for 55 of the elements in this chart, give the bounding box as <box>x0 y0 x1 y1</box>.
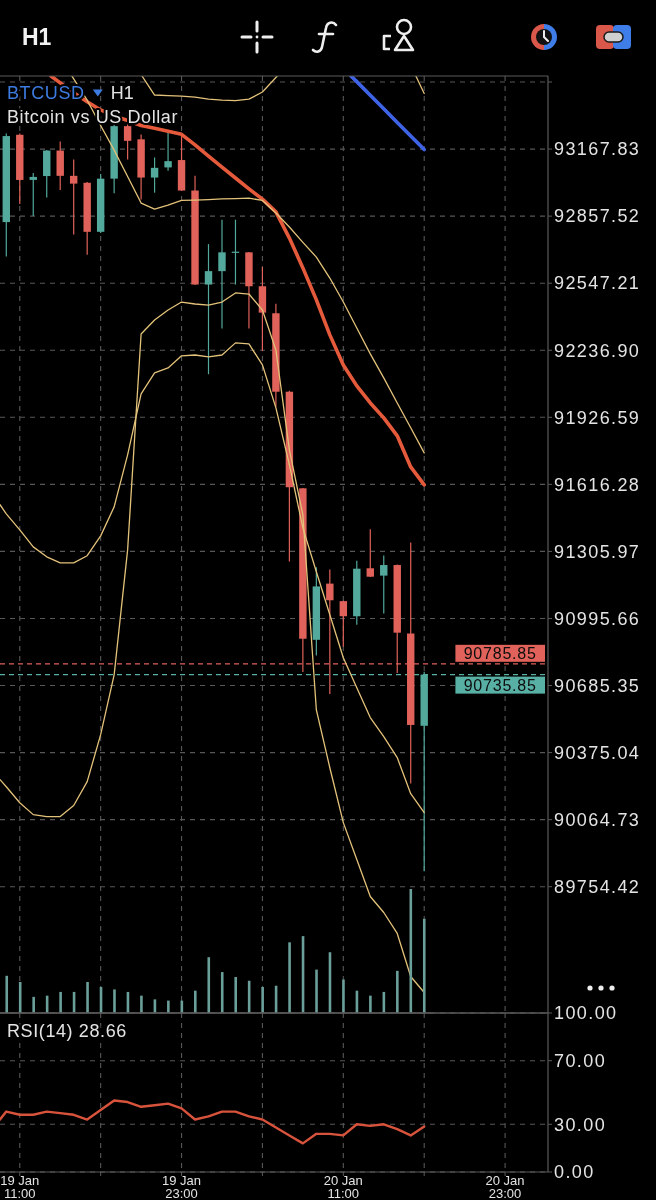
bar <box>369 995 372 1013</box>
bar <box>59 991 62 1013</box>
y-tick-label: 92857.52 <box>554 206 641 227</box>
y-tick-label: 70.00 <box>554 1051 607 1071</box>
candlestick <box>218 219 226 329</box>
bar <box>396 970 399 1013</box>
y-tick-label: 93167.83 <box>554 139 641 160</box>
bar <box>422 918 426 1013</box>
bar <box>5 975 9 1013</box>
candlestick <box>150 156 159 194</box>
candlestick <box>69 158 78 236</box>
bar <box>220 972 224 1013</box>
ref-line-label: 90785.85 <box>463 644 537 662</box>
chart-title: RSI(14) 28.66 <box>7 1021 127 1041</box>
candlestick <box>123 123 132 161</box>
bar <box>261 986 264 1013</box>
text: H1 <box>22 24 52 50</box>
bar <box>18 982 22 1013</box>
bar <box>194 990 197 1013</box>
x-tick-label: 20 Jan 23:00 <box>485 1173 525 1200</box>
bar <box>32 996 35 1013</box>
bar <box>342 979 345 1013</box>
y-tick-label: 90685.35 <box>554 675 641 696</box>
y-tick-label: 90995.66 <box>554 608 641 629</box>
candlestick <box>204 243 213 375</box>
bar <box>207 957 211 1013</box>
bar <box>234 977 237 1013</box>
y-tick-label: 90375.04 <box>554 742 641 763</box>
y-tick-label: 90064.73 <box>554 809 641 830</box>
candlestick <box>380 554 388 615</box>
bar <box>86 982 89 1013</box>
y-tick-label: 92236.90 <box>554 340 641 361</box>
x-tick-label: 20 Jan 11:00 <box>323 1173 363 1200</box>
x-tick-label: 19 Jan 23:00 <box>162 1173 202 1200</box>
y-tick-label: 0.00 <box>554 1162 595 1183</box>
ref-line-label: 90735.85 <box>463 676 537 694</box>
y-tick-label: 89754.42 <box>554 877 641 898</box>
y-tick-label: 91926.59 <box>554 407 641 428</box>
bar <box>315 969 318 1013</box>
y-tick-label: 100.00 <box>554 1003 618 1024</box>
candlestick <box>164 132 172 172</box>
candlestick <box>339 600 348 648</box>
candlestick <box>29 172 37 217</box>
bar <box>140 995 143 1013</box>
candlestick <box>366 528 374 578</box>
bar <box>409 889 413 1013</box>
bar <box>113 989 116 1013</box>
x-tick-label: 19 Jan 11:00 <box>0 1173 40 1200</box>
y-tick-label: 92547.21 <box>554 273 641 294</box>
y-tick-label: 91305.97 <box>554 541 641 562</box>
y-tick-label: 30.00 <box>554 1114 607 1135</box>
bar <box>288 942 291 1013</box>
y-tick-label: 91616.28 <box>554 474 641 495</box>
bar <box>167 1000 170 1013</box>
annotation: H1 <box>110 82 134 103</box>
